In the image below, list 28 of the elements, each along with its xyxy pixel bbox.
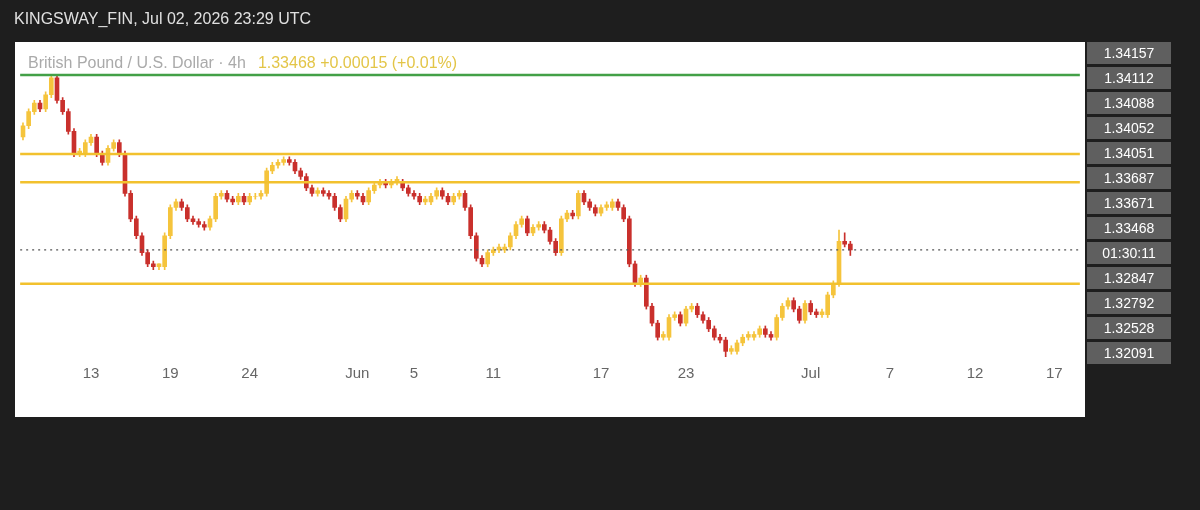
x-tick-label: Jul (801, 364, 821, 382)
text: 1.34051 (1087, 142, 1171, 164)
text: 01:30:11 (1087, 242, 1171, 264)
text: 1.32792 (1087, 292, 1171, 314)
text: 1.34112 (1087, 67, 1171, 89)
x-tick-label: 23 (677, 364, 695, 382)
x-tick-label: 7 (885, 364, 895, 382)
text: 1.33468 (1087, 217, 1171, 239)
text: 1.32847 (1087, 267, 1171, 289)
x-tick-label: 19 (161, 364, 179, 382)
chart-subtitle: 1.33468 +0.00015 (+0.01%) (257, 54, 458, 71)
text: 1.33687 (1087, 167, 1171, 189)
x-tick-label: 11 (485, 364, 502, 382)
x-tick-label: 12 (966, 364, 984, 382)
text: 1.33671 (1087, 192, 1171, 214)
x-tick-label: 5 (409, 364, 419, 382)
x-tick-label: 17 (592, 364, 610, 382)
x-tick-label: 24 (241, 364, 258, 382)
x-tick-label: 13 (82, 364, 100, 382)
text: 1.34088 (1087, 92, 1171, 114)
text: KINGSWAY_FIN, Jul 02, 2026 23:29 UTC (14, 10, 312, 28)
text: 1.34157 (1087, 42, 1171, 64)
x-tick-label: 17 (1046, 364, 1063, 382)
x-tick-label: Jun (345, 364, 370, 382)
text: 1.32528 (1087, 317, 1171, 339)
text: 1.34052 (1087, 117, 1171, 139)
chart-title: British Pound / U.S. Dollar · 4h (28, 54, 246, 71)
text: 1.32091 (1087, 342, 1171, 364)
